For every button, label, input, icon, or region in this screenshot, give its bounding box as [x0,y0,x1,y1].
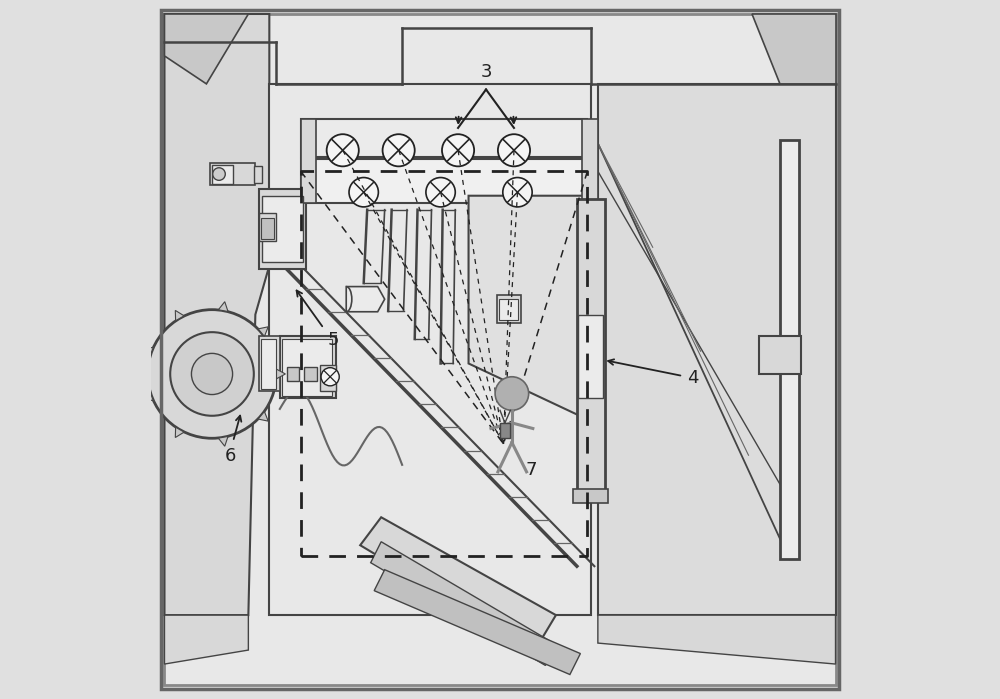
Bar [282,339,332,396]
Circle shape [383,134,415,166]
Circle shape [349,178,378,207]
Circle shape [148,310,276,438]
Polygon shape [164,14,269,615]
Polygon shape [258,412,268,421]
Bar [497,295,521,323]
Bar [259,336,280,391]
Circle shape [442,134,474,166]
Bar [261,218,274,239]
Polygon shape [360,517,556,650]
Circle shape [495,377,529,410]
Bar [259,189,306,269]
Bar [287,367,299,381]
Polygon shape [143,347,153,356]
Text: 6: 6 [225,447,237,466]
Bar [582,119,598,203]
Polygon shape [218,436,228,446]
Bar [301,119,316,203]
Polygon shape [374,570,580,675]
Bar [759,336,801,374]
Polygon shape [371,542,556,665]
Text: 7: 7 [526,461,537,480]
Text: 5: 5 [327,331,339,350]
Bar [573,489,608,503]
Text: 3: 3 [480,63,492,81]
Circle shape [498,134,530,166]
Polygon shape [218,302,228,312]
Polygon shape [469,196,587,419]
Circle shape [321,368,339,386]
Bar [212,165,233,184]
Bar [259,213,276,241]
Polygon shape [164,14,248,84]
Bar [320,365,336,391]
Polygon shape [598,84,836,615]
Circle shape [503,178,532,207]
Polygon shape [164,14,836,685]
Bar [210,163,255,185]
Polygon shape [269,84,591,615]
Polygon shape [346,287,385,312]
Circle shape [213,168,225,180]
Polygon shape [143,391,153,401]
Polygon shape [276,369,285,379]
Polygon shape [258,327,268,336]
Polygon shape [598,615,836,664]
Circle shape [191,354,233,394]
Bar [499,299,518,320]
Polygon shape [752,14,836,84]
Bar [577,199,605,500]
Bar [301,119,587,157]
Circle shape [426,178,455,207]
Bar [500,423,510,438]
Bar [301,159,587,203]
Polygon shape [175,427,184,438]
Bar [262,196,303,262]
Circle shape [170,332,254,416]
Bar [254,166,262,183]
Text: 4: 4 [687,369,699,387]
Polygon shape [175,310,184,321]
Bar [780,140,799,559]
Polygon shape [164,615,248,664]
Circle shape [327,134,359,166]
Bar [261,339,276,389]
Bar [280,336,336,398]
Bar [578,315,603,398]
Bar [304,367,317,381]
